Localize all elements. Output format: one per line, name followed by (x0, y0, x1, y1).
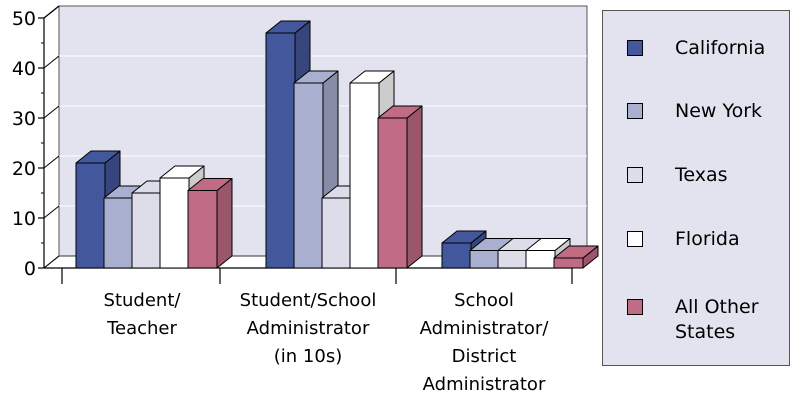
legend-item-florida: Florida (627, 227, 795, 252)
x-category-label: School (454, 290, 514, 311)
legend-swatch-florida (627, 231, 643, 247)
bar-front (525, 250, 556, 269)
y-tick-connector (43, 55, 60, 69)
axis-corner (43, 5, 60, 19)
bar-front (497, 250, 528, 269)
axis-labels: 0 10 20 30 40 50 Student/Teacher Student/School… (12, 8, 550, 394)
bar-0-4 (187, 178, 233, 269)
legend-swatch-all-other-states (627, 299, 643, 315)
bar-side (406, 105, 423, 269)
y-tick-label: 20 (12, 158, 36, 180)
bar-front (75, 162, 106, 269)
bar-front (441, 242, 472, 269)
x-category-label: District (452, 346, 517, 367)
bars (75, 20, 599, 269)
bar-2-4 (553, 245, 599, 269)
legend-label-new-york: New York (675, 100, 763, 122)
x-category-label: Teacher (106, 318, 177, 339)
bar-side (216, 178, 233, 269)
y-tick-connector (43, 105, 60, 119)
x-category-label: (in 10s) (274, 346, 342, 367)
y-tick-label: 40 (12, 58, 36, 80)
bar-front (265, 32, 296, 269)
x-category-label: Student/School (240, 290, 377, 311)
y-tick-connector (43, 155, 60, 169)
x-category-label: Student/ (104, 290, 182, 311)
x-category-label: Administrator/ (420, 318, 550, 339)
legend-label-california: California (675, 37, 766, 59)
y-tick-label: 50 (12, 8, 36, 30)
bar-chart: 0 10 20 30 40 50 Student/Teacher Student/School… (12, 5, 599, 394)
bar-front (469, 250, 500, 269)
legend-item-new-york: New York (627, 99, 795, 124)
legend-label-all-other-states: All Other States (675, 296, 759, 343)
legend-item-texas: Texas (627, 163, 795, 188)
legend-item-california: California (627, 36, 795, 61)
bar-front (377, 117, 408, 269)
y-tick-connector (43, 205, 60, 219)
bar-front (159, 177, 190, 269)
bar-front (293, 82, 324, 269)
bar-front (553, 257, 584, 269)
legend-swatch-texas (627, 167, 643, 183)
bar-front (349, 82, 380, 269)
bar-front (103, 197, 134, 269)
x-category-label: Administrator (247, 318, 370, 339)
bar-1-4 (377, 105, 423, 269)
y-tick-label: 0 (24, 258, 36, 280)
legend-label-florida: Florida (675, 228, 740, 250)
bar-front (321, 197, 352, 269)
legend-swatch-california (627, 40, 643, 56)
x-category-label: Administrator (423, 374, 546, 394)
bar-front (131, 192, 162, 269)
legend: California New York Texas Florida All Ot… (602, 10, 790, 366)
y-tick-label: 30 (12, 108, 36, 130)
legend-swatch-new-york (627, 103, 643, 119)
y-tick-label: 10 (12, 208, 36, 230)
bar-front (187, 190, 218, 269)
y-tick-connector (43, 255, 60, 269)
legend-label-texas: Texas (675, 164, 728, 186)
legend-item-all-other-states: All Other States (627, 295, 795, 345)
